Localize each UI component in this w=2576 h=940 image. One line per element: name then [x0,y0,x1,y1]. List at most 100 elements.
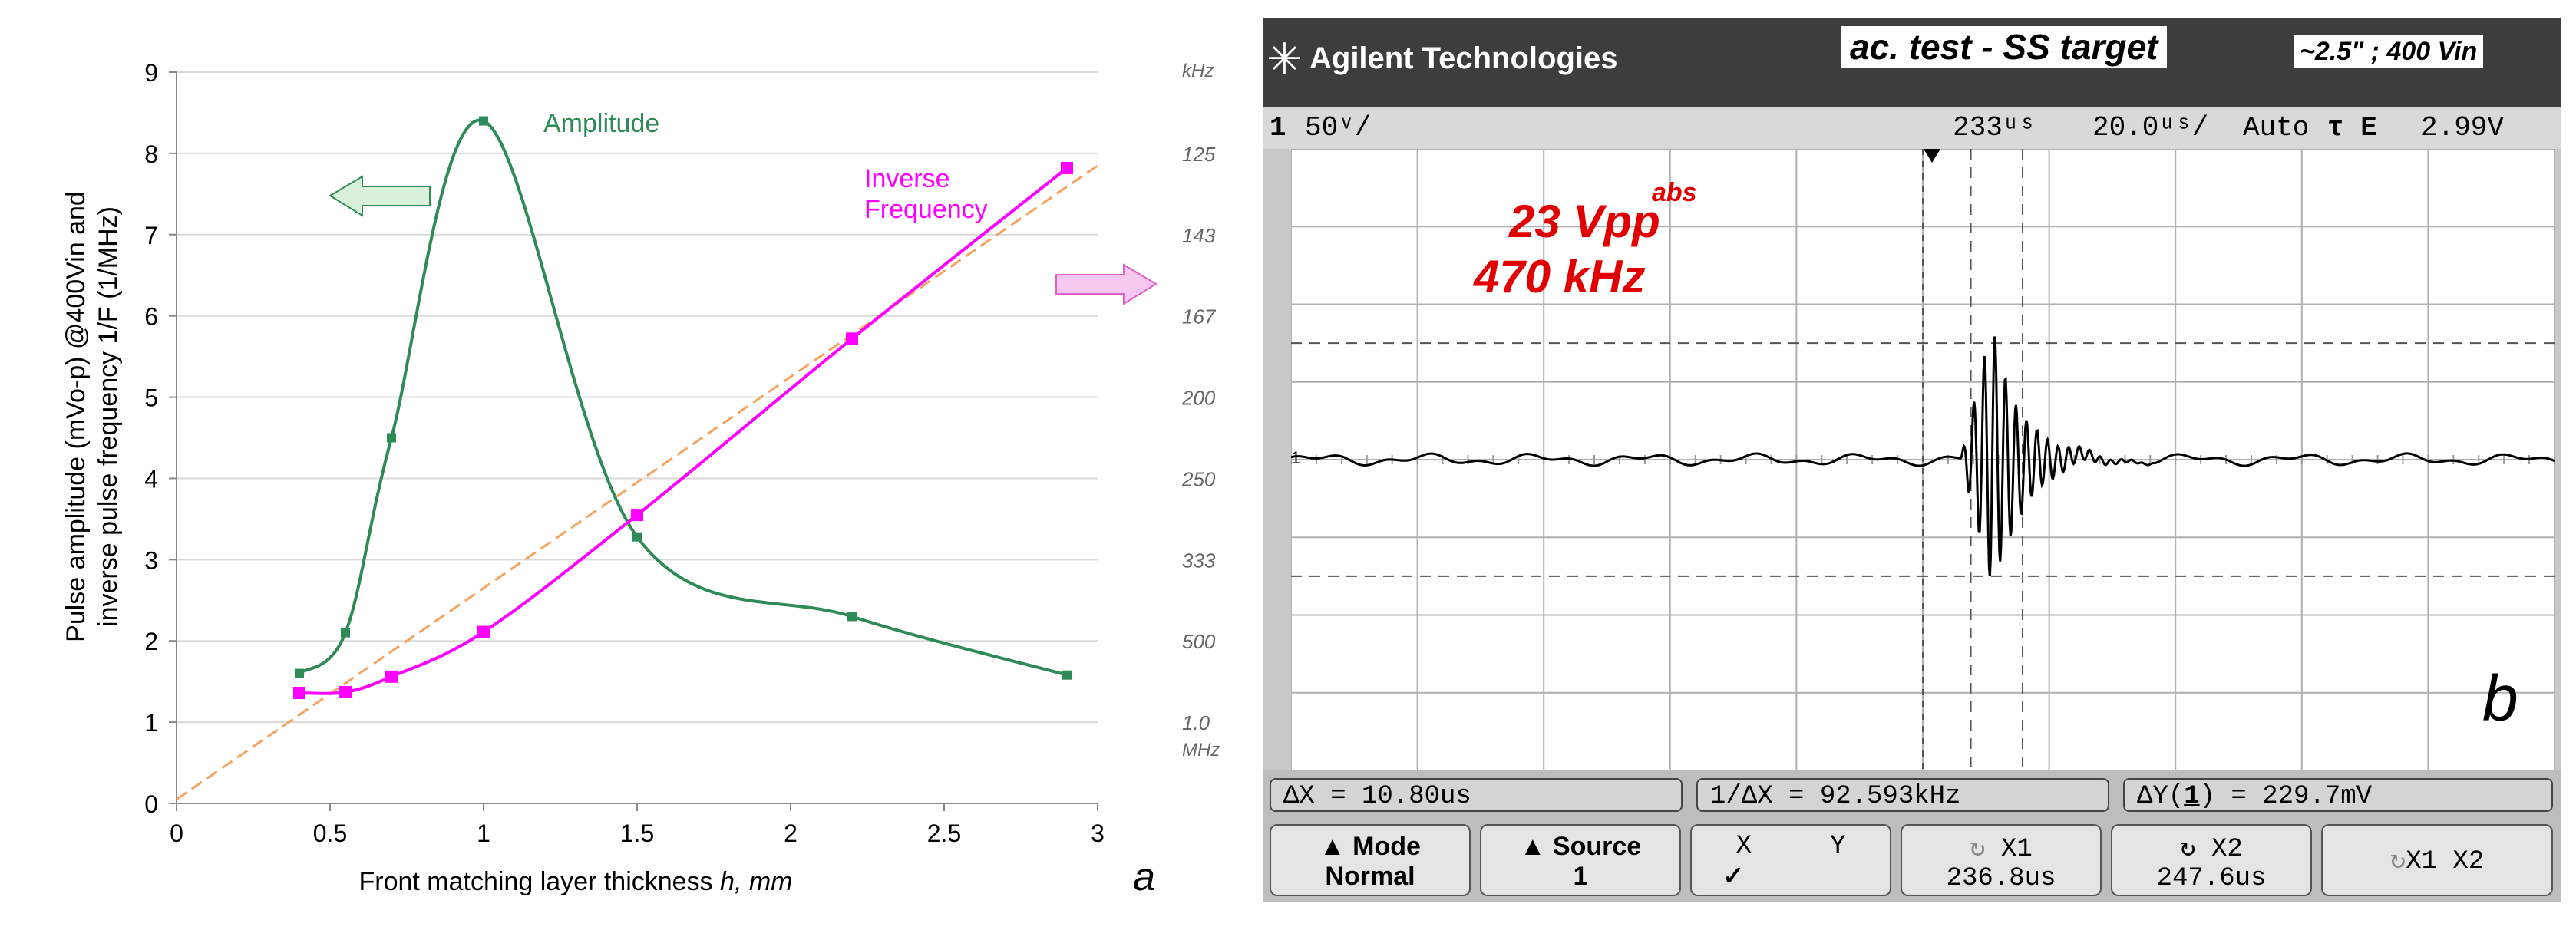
x-tick-label: 2 [784,820,798,847]
source-up-arrow-icon: ▲ [1519,832,1553,861]
mode-softkey-value: Normal [1325,862,1415,891]
x2-softkey[interactable]: ↻ X2 247.6us [2111,824,2312,896]
y-tick-label: 7 [144,222,158,249]
scope-dashed-levels [1291,342,2555,577]
right-tick-label: 333 [1182,549,1216,572]
brand-name: Agilent Technologies [1309,41,1618,75]
x2-label: X2 [2211,835,2243,864]
amplitude-point [632,532,642,542]
annotation-abs: abs [1652,178,1697,207]
y-tick-label: 3 [144,546,158,574]
scope-status-bar: 1 50ᵛ/ 233ᵘˢ 20.0ᵘˢ/ Auto τ E 2.99V [1263,107,2561,149]
chart-a-background [0,0,1243,940]
right-axis-unit-bottom: MHz [1182,740,1220,760]
left-arrow-icon [329,175,431,217]
delta-x-readout: ΔX = 10.80us [1270,778,1683,812]
delay-value: 233ᵘˢ [1953,112,2036,143]
panel-label-b: b [2482,662,2518,734]
x2-value: 247.6us [2156,864,2267,893]
mode-up-arrow-icon: ▲ [1319,832,1353,861]
amplitude-point [387,433,396,443]
right-tick-label: 250 [1181,467,1216,490]
x1-value: 236.8us [1946,864,2056,893]
y-tick-label: 5 [144,384,158,412]
y-tick-label: 1 [144,709,158,737]
x1-label: X1 [2001,835,2033,864]
right-tick-label: 143 [1182,224,1216,247]
source-softkey-value: 1 [1573,862,1588,891]
y-tick-label: 4 [144,465,158,493]
x2-knob-icon: ↻ [2180,835,2212,864]
inverse-frequency-point [1061,161,1073,174]
inverse-frequency-point [631,509,643,522]
right-arrow-icon [1055,263,1158,305]
chart-a-series [293,116,1073,699]
time-per-div: 20.0ᵘˢ/ [2092,112,2209,143]
y-tick-label: 9 [144,59,158,87]
source-softkey-label: Source [1552,832,1642,861]
scope-display: 1 [1290,148,2555,771]
delta-y-readout: ΔY(1) = 229.7mV [2123,778,2553,812]
source-softkey[interactable]: ▲ Source 1 [1480,824,1681,896]
amplitude-point [295,668,304,678]
amplitude-point [847,612,857,622]
y-tick-label: 0 [144,790,158,818]
inverse-frequency-line [299,167,1068,695]
x-tick-label: 0.5 [313,820,347,847]
channel-number: 1 [1270,112,1286,143]
xy-x-label: X [1735,832,1752,861]
x1x2-softkey[interactable]: ↻X1 X2 [2321,824,2553,896]
inverse-frequency-point [339,685,352,698]
xy-softkey[interactable]: X Y ✓ [1690,824,1891,896]
chart-a-labels: 0 1 2 3 4 5 6 7 8 9 0 0.5 1 1.5 2 2.5 3 125 143 167 200 250 33… [144,59,1217,847]
inverse-delta-x-readout: 1/ΔX = 92.593kHz [1696,778,2109,812]
annotation-freq: 470 kHz [1474,251,1646,302]
y-tick-label: 8 [144,140,158,168]
xy-y-label: Y [1830,832,1846,861]
right-tick-label: 500 [1182,630,1216,653]
x1-knob-icon: ↻ [1970,835,2002,864]
amplitude-point [1062,670,1072,680]
chart-a-axes [169,71,1098,811]
x1x2-knob-icon: ↻ [2389,847,2406,876]
x1-softkey[interactable]: ↻ X1 236.8us [1901,824,2102,896]
oscilloscope-panel: ✳ Agilent Technologies ac. test - SS tar… [1263,18,2561,902]
amplitude-point [341,628,350,638]
delta-y-suffix: ) = 229.7mV [2199,782,2373,811]
xy-check-icon: ✓ [1722,862,1745,891]
scope-bottom-bar: ΔX = 10.80us 1/ΔX = 92.593kHz ΔY(1) = 22… [1263,770,2561,902]
panel-label-a: a [1133,855,1155,899]
scope-subtitle: ~2.5" ; 400 Vin [2294,35,2484,68]
x-tick-label: 1.5 [620,820,654,847]
right-tick-label: 1.0 [1182,711,1210,734]
amplitude-label: Amplitude [543,109,659,138]
inverse-frequency-point [385,670,398,683]
x-tick-label: 1 [477,820,490,847]
inverse-frequency-label-line1: Inverse [864,164,950,193]
scope-screen: 1 23 Vpp abs 470 kHz b [1290,148,2555,771]
y-axis-label-line2: inverse pulse frequency 1/F (1/MHz) [94,206,123,627]
trigger-level: 2.99V [2421,112,2505,143]
scope-waveform [1290,336,2555,577]
volts-per-div: 50ᵛ/ [1305,112,1372,143]
y-axis-label-line1: Pulse amplitude (mVo-p) @400Vin and [61,191,91,642]
right-tick-label: 125 [1182,143,1216,166]
scope-header: ✳ Agilent Technologies ac. test - SS tar… [1263,18,2561,107]
inverse-frequency-point [293,686,305,699]
y-tick-label: 2 [144,628,158,655]
right-tick-label: 167 [1182,305,1217,328]
mode-softkey-label: Mode [1352,832,1421,861]
x-tick-label: 3 [1091,820,1105,847]
trigger-mode: Auto [2243,112,2310,143]
agilent-logo-icon: ✳ [1267,35,1303,83]
right-axis-unit-top: kHz [1182,61,1214,81]
chart-a-gridlines [177,71,1098,724]
trigger-position-marker-icon [1924,149,1940,163]
x1x2-label: X1 X2 [2406,847,2485,876]
amplitude-point [479,116,488,126]
mode-softkey[interactable]: ▲ Mode Normal [1270,824,1471,896]
right-tick-label: 200 [1181,387,1216,410]
x-tick-label: 2.5 [927,820,961,847]
inverse-frequency-label-line2: Frequency [864,195,988,224]
annotation-vpp: 23 Vpp [1509,196,1660,247]
